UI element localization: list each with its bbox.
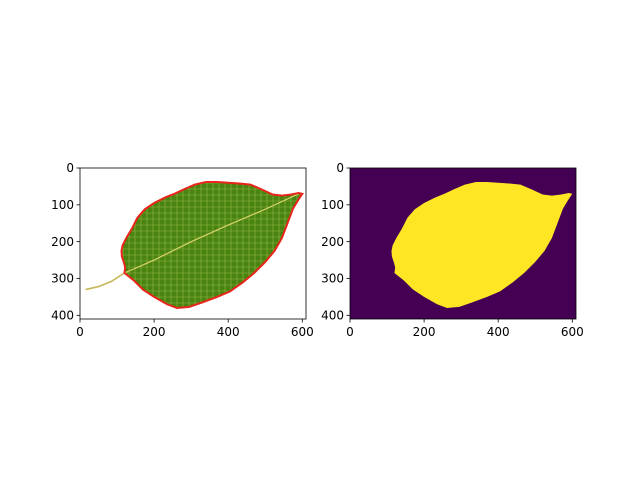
x-tick-label: 600 <box>561 325 584 339</box>
y-tick-label: 300 <box>51 272 74 286</box>
x-tick-label: 400 <box>217 325 240 339</box>
y-tick-label: 0 <box>336 161 344 175</box>
leaf-body <box>121 182 303 308</box>
axis-ticks: 0 200 400 600 0 100 200 300 400 <box>321 161 584 339</box>
y-tick-label: 200 <box>51 235 74 249</box>
x-tick-label: 600 <box>291 325 314 339</box>
y-tick-label: 400 <box>51 309 74 323</box>
leaf-midrib <box>124 193 299 274</box>
mask-foreground <box>391 182 573 308</box>
leaf-contour <box>120 181 304 309</box>
leaf-image <box>85 181 304 309</box>
axis-ticks: 0 200 400 600 0 100 200 300 400 <box>51 161 314 339</box>
y-tick-label: 400 <box>321 309 344 323</box>
leaf-mask-panel: 0 200 400 600 0 100 200 300 400 <box>321 161 584 339</box>
x-tick-label: 200 <box>143 325 166 339</box>
axes-frame <box>349 167 577 320</box>
y-tick-label: 300 <box>321 272 344 286</box>
y-tick-label: 100 <box>51 198 74 212</box>
x-tick-label: 0 <box>346 325 354 339</box>
y-tick-label: 200 <box>321 235 344 249</box>
x-tick-label: 200 <box>413 325 436 339</box>
x-tick-label: 400 <box>487 325 510 339</box>
y-tick-label: 0 <box>66 161 74 175</box>
leaf-photo-panel: 0 200 400 600 0 100 200 300 400 <box>51 161 314 339</box>
axes-frame <box>79 167 307 320</box>
x-tick-label: 0 <box>76 325 84 339</box>
y-tick-label: 100 <box>321 198 344 212</box>
leaf-stem <box>85 272 125 291</box>
